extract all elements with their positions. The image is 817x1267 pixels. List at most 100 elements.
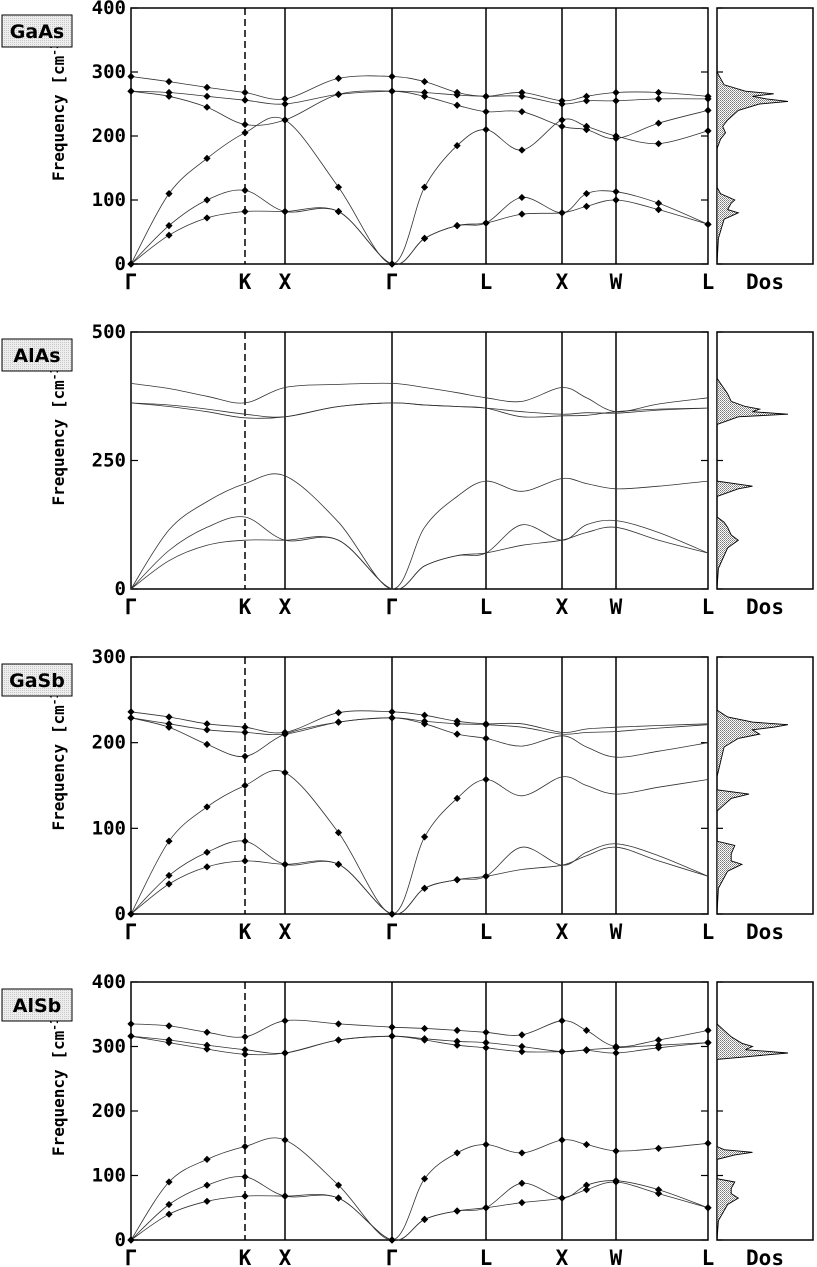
- data-point: [127, 910, 135, 918]
- series-line-ta1: [130, 199, 709, 265]
- data-point: [654, 1044, 663, 1052]
- data-point: [420, 78, 429, 86]
- data-point: [165, 231, 173, 239]
- panel-alas: 0 250 500 Frequency [cm-1] Γ K X Γ L X W L Dos AlAs: [1, 321, 814, 619]
- data-point: [281, 1017, 289, 1025]
- series-line-to1: [130, 1035, 709, 1054]
- data-point: [518, 210, 526, 218]
- data-point: [241, 1046, 249, 1054]
- data-point: [334, 1194, 343, 1202]
- data-point: [582, 202, 591, 210]
- data-point: [165, 713, 173, 721]
- data-point: [482, 775, 490, 784]
- data-point: [334, 90, 343, 98]
- data-point: [127, 260, 135, 268]
- data-point: [165, 1022, 173, 1030]
- kpoint-label-6: W: [610, 920, 623, 944]
- data-point: [453, 101, 461, 109]
- data-point: [241, 728, 249, 736]
- data-point: [203, 92, 211, 100]
- kpoint-label-7: L: [702, 270, 715, 294]
- kpoint-label-7: L: [702, 1246, 715, 1267]
- data-point: [420, 1175, 429, 1183]
- y-tick-label: 100: [92, 817, 126, 839]
- kpoint-label-2: X: [279, 1246, 292, 1267]
- data-point: [518, 1031, 526, 1039]
- data-point: [453, 1026, 461, 1034]
- data-point: [453, 794, 461, 802]
- dos-label: Dos: [746, 595, 784, 619]
- data-point: [203, 1197, 211, 1205]
- kpoint-label-0: Γ: [125, 1246, 138, 1267]
- data-point: [203, 1041, 211, 1049]
- material-label-box: [1, 988, 73, 1022]
- data-point: [582, 126, 591, 134]
- series-line-ta2: [130, 189, 709, 265]
- series-line-la: [130, 116, 709, 265]
- data-point: [241, 88, 249, 97]
- series-line-ta1: [130, 1181, 709, 1241]
- data-point: [582, 1181, 591, 1189]
- data-point: [558, 116, 566, 124]
- data-point: [203, 196, 211, 204]
- series-line-lo: [130, 75, 709, 102]
- series-line-lo: [130, 710, 709, 734]
- data-point: [518, 1198, 526, 1207]
- data-point: [127, 1236, 135, 1244]
- data-point: [518, 1042, 526, 1051]
- data-point: [420, 234, 429, 242]
- kpoint-label-1: K: [239, 270, 252, 294]
- data-point: [612, 1177, 620, 1185]
- data-point: [388, 1023, 396, 1031]
- data-point: [453, 1207, 461, 1215]
- kpoint-label-4: L: [480, 920, 493, 944]
- kpoint-label-0: Γ: [125, 595, 138, 619]
- data-point: [482, 1028, 490, 1036]
- data-point: [165, 190, 173, 198]
- data-point: [203, 803, 211, 811]
- data-point: [453, 222, 461, 230]
- kpoint-label-5: X: [556, 270, 569, 294]
- dispersion-frame: [130, 981, 709, 1241]
- kpoint-label-2: X: [279, 270, 292, 294]
- data-point: [241, 96, 249, 104]
- data-point: [654, 88, 663, 97]
- dos-frame: [716, 656, 814, 915]
- data-point: [203, 1045, 211, 1053]
- data-point: [482, 92, 490, 100]
- kpoint-label-3: Γ: [386, 270, 399, 294]
- data-point: [420, 833, 429, 841]
- y-tick-label: 200: [92, 732, 126, 754]
- kpoint-label-6: W: [610, 595, 623, 619]
- kpoint-label-0: Γ: [125, 920, 138, 944]
- data-point: [203, 83, 211, 91]
- kpoint-label-5: X: [556, 595, 569, 619]
- y-axis-title: Frequency [cm-1]: [48, 33, 68, 181]
- kpoint-label-6: W: [610, 270, 623, 294]
- data-point: [518, 146, 526, 154]
- data-point: [203, 740, 211, 748]
- data-point: [388, 72, 396, 81]
- data-point: [482, 126, 490, 134]
- data-point: [241, 857, 249, 865]
- series-line-ta2: [130, 516, 709, 590]
- data-point: [165, 723, 173, 731]
- dos-label: Dos: [746, 1246, 784, 1267]
- data-point: [420, 88, 429, 97]
- dispersion-frame: [130, 331, 709, 590]
- dispersion-frame: [130, 7, 709, 265]
- data-point: [704, 1139, 712, 1147]
- data-point: [453, 876, 461, 884]
- kpoint-label-3: Γ: [386, 1246, 399, 1267]
- data-point: [482, 720, 490, 728]
- data-point: [558, 122, 566, 130]
- data-point: [420, 1024, 429, 1033]
- data-point: [704, 1026, 712, 1034]
- data-point: [388, 1236, 396, 1244]
- data-point: [654, 199, 663, 207]
- dos-curve: [716, 709, 789, 915]
- kpoint-label-1: K: [239, 595, 252, 619]
- data-point: [420, 92, 429, 100]
- data-point: [165, 1178, 173, 1186]
